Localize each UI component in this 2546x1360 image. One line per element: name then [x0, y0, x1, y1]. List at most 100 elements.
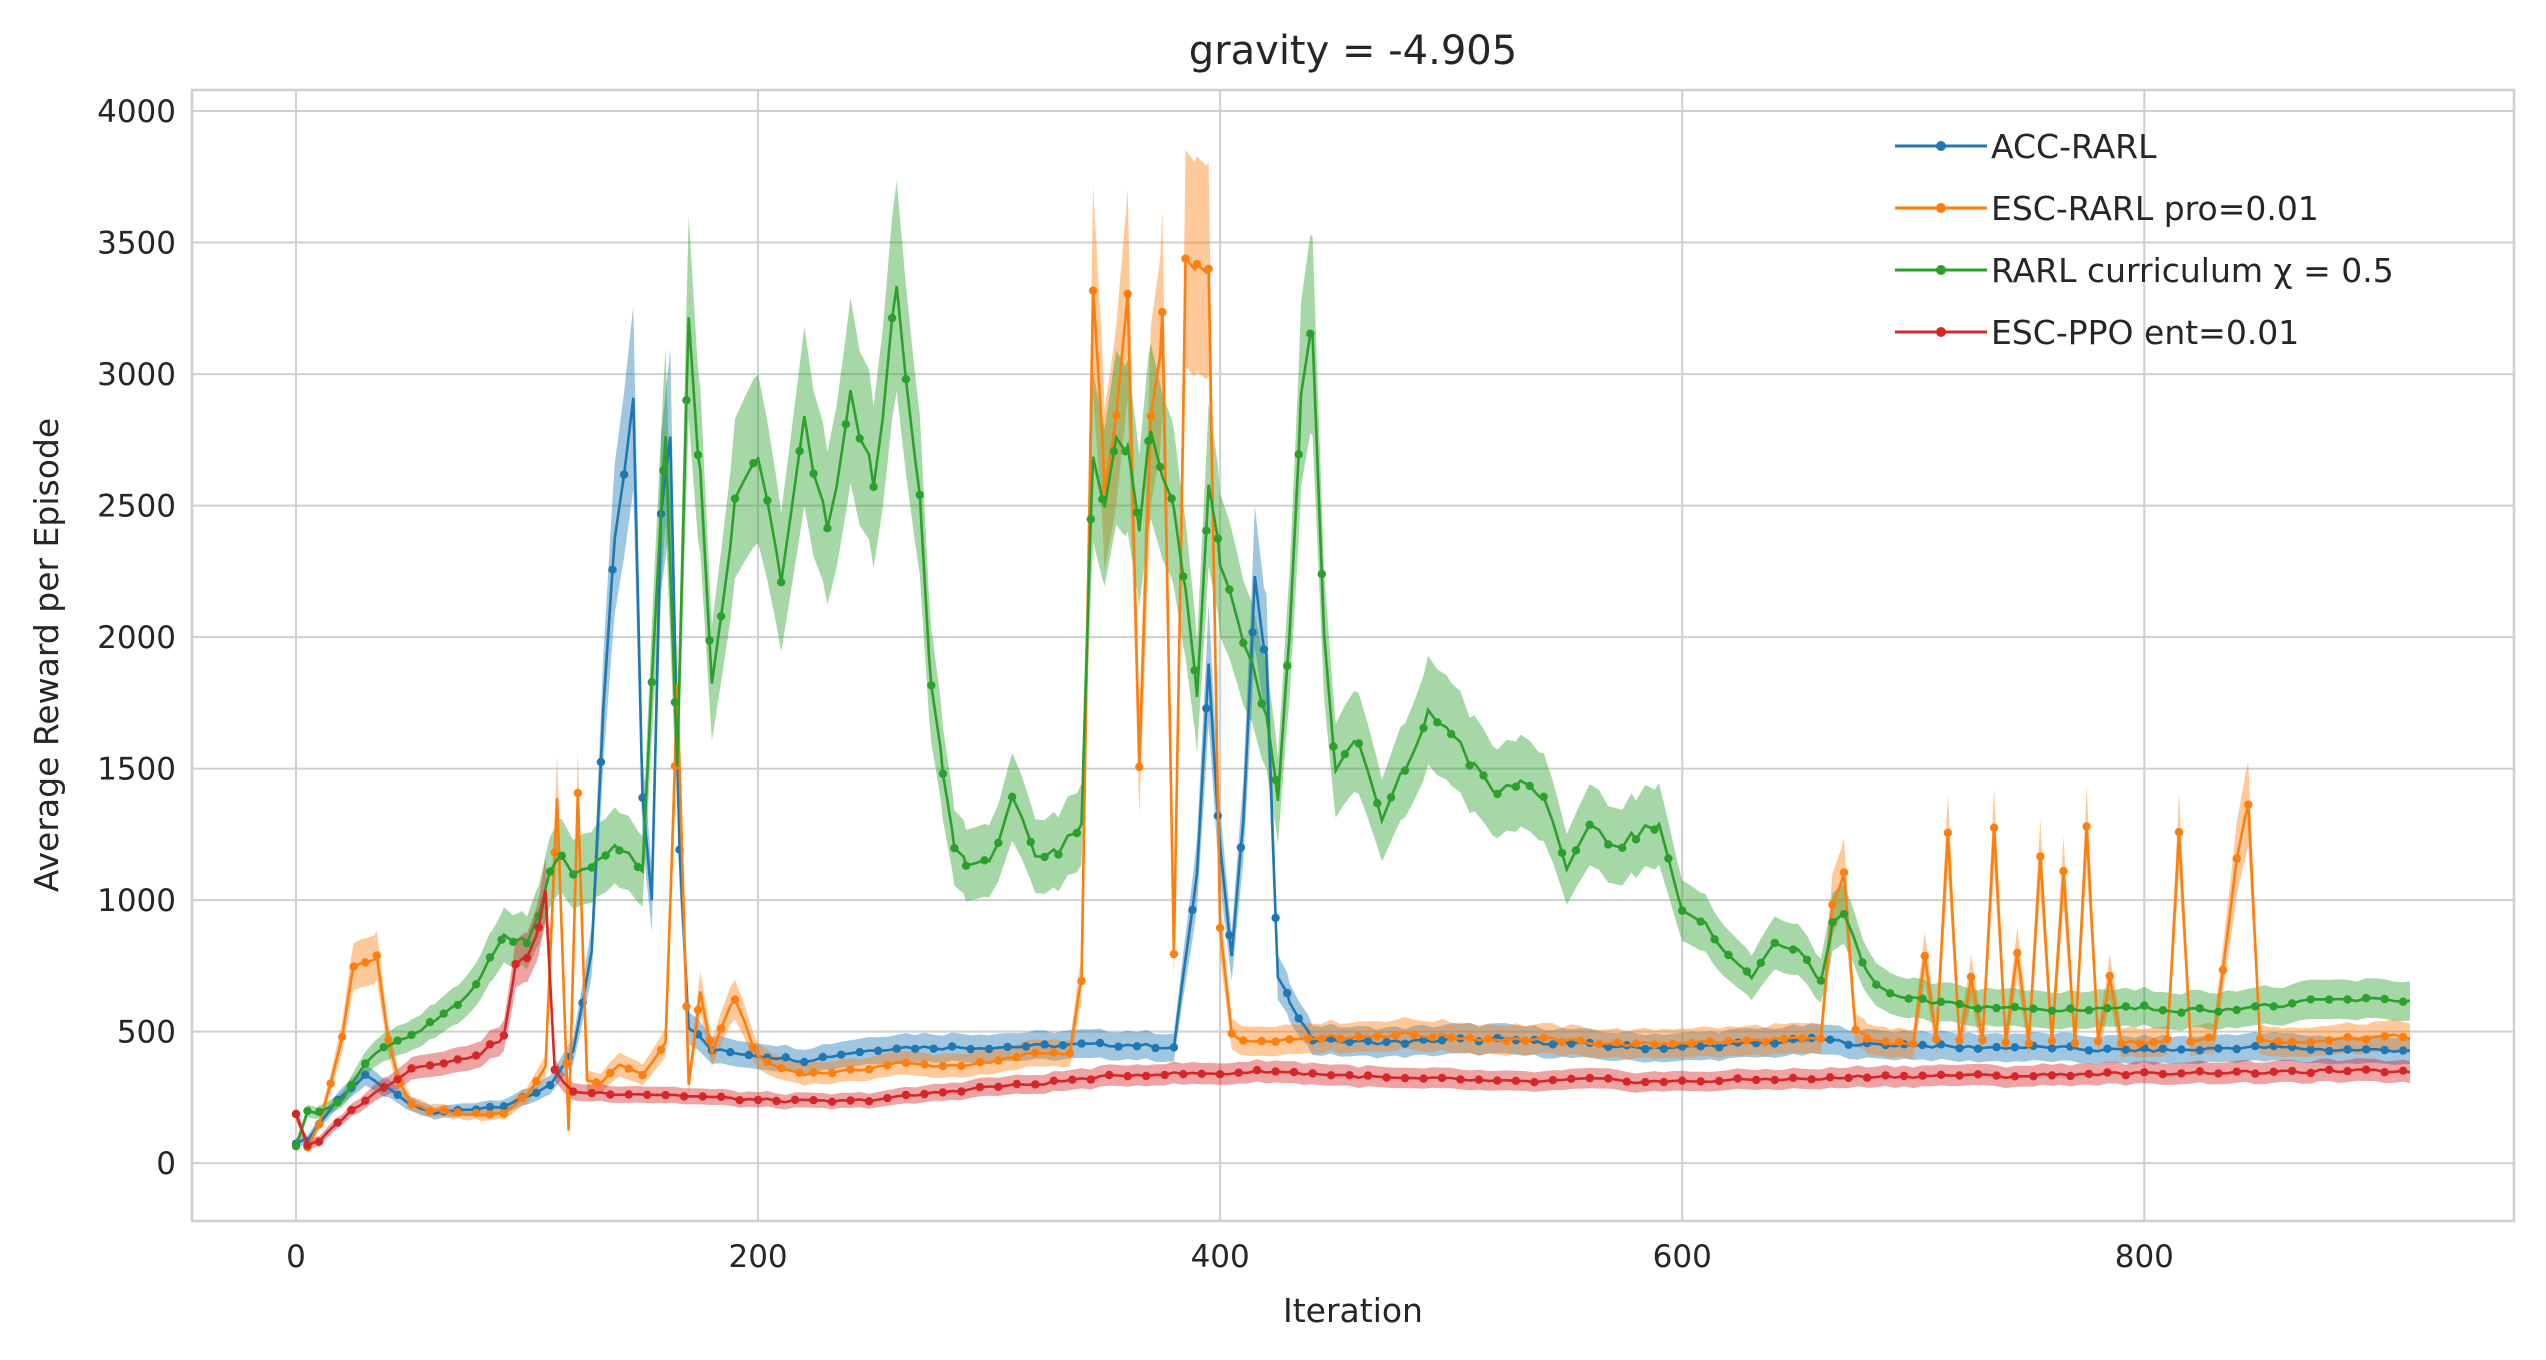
data-point: [2177, 1069, 2186, 1078]
data-point: [485, 1110, 495, 1119]
data-point: [1294, 1014, 1303, 1023]
data-point: [1225, 931, 1234, 940]
data-point: [957, 1061, 966, 1071]
legend-label: ESC-RARL pro=0.01: [1991, 189, 2319, 228]
data-point: [716, 1092, 726, 1102]
data-point: [2306, 995, 2315, 1004]
data-point: [638, 1070, 647, 1080]
data-point: [744, 1050, 753, 1060]
data-point: [1802, 955, 1812, 965]
data-point: [633, 862, 643, 872]
data-point: [2251, 1069, 2260, 1078]
data-point: [705, 636, 714, 645]
data-point: [1192, 260, 1202, 269]
data-point: [2047, 1006, 2057, 1016]
data-point: [1400, 766, 1410, 775]
data-point: [1641, 1044, 1650, 1054]
data-point: [1204, 264, 1213, 273]
data-point: [1557, 848, 1567, 858]
data-point: [1382, 1037, 1391, 1047]
data-point: [1955, 1071, 1964, 1080]
series-markers-1: [291, 254, 2408, 1152]
data-point: [1419, 723, 1428, 733]
data-point: [425, 1106, 435, 1116]
y-tick-label: 3500: [97, 226, 176, 262]
data-point: [384, 1035, 393, 1045]
data-point: [1345, 1071, 1354, 1080]
data-point: [2084, 1046, 2094, 1055]
data-point: [1904, 994, 1913, 1003]
data-point: [1613, 1038, 1622, 1047]
y-tick-label: 3000: [97, 357, 176, 393]
data-point: [1248, 628, 1257, 637]
data-point: [1567, 1074, 1576, 1084]
data-point: [1239, 638, 1248, 648]
data-point: [550, 1065, 559, 1074]
data-point: [915, 490, 924, 499]
data-point: [841, 420, 851, 429]
data-point: [1724, 1036, 1733, 1046]
data-point: [1659, 1044, 1669, 1053]
data-point: [682, 1002, 691, 1011]
data-point: [314, 1120, 324, 1129]
data-point: [1872, 980, 1881, 989]
legend-label: ESC-PPO ent=0.01: [1991, 313, 2299, 352]
data-point: [1992, 1071, 2001, 1080]
data-point: [1456, 1075, 1465, 1084]
data-point: [1190, 666, 1199, 675]
data-point: [911, 1044, 920, 1054]
data-point: [1710, 935, 1719, 944]
data-point: [485, 1040, 495, 1049]
legend-marker: [1936, 327, 1946, 337]
data-point: [2251, 1041, 2260, 1051]
data-point: [1306, 329, 1315, 338]
data-point: [2103, 1068, 2112, 1077]
data-point: [2244, 800, 2253, 809]
data-point: [1167, 494, 1176, 503]
data-point: [2214, 1007, 2223, 1016]
data-point: [1955, 1036, 1964, 1045]
data-point: [1317, 569, 1327, 579]
data-point: [511, 959, 520, 969]
data-point: [361, 1059, 370, 1068]
data-point: [1650, 825, 1659, 834]
data-point: [1410, 1030, 1419, 1040]
data-point: [439, 1009, 448, 1018]
data-point: [846, 1096, 855, 1105]
data-point: [372, 951, 381, 960]
data-point: [2174, 827, 2184, 837]
data-point: [2398, 1066, 2408, 1075]
data-point: [472, 1051, 481, 1060]
data-point: [532, 1088, 541, 1098]
data-point: [1135, 762, 1144, 772]
data-point: [1363, 1071, 1373, 1080]
data-point: [2084, 1006, 2094, 1015]
data-point: [2204, 1033, 2214, 1042]
data-point: [2047, 1071, 2057, 1080]
data-point: [647, 678, 656, 687]
data-point: [2047, 1044, 2057, 1053]
data-point: [1696, 1042, 1705, 1051]
data-point: [1530, 1078, 1539, 1087]
data-point: [1012, 1053, 1021, 1062]
series-lines: [291, 254, 2411, 1152]
data-point: [1770, 1075, 1779, 1085]
data-point: [1257, 1036, 1266, 1046]
data-point: [2066, 1004, 2075, 1013]
data-point: [2140, 1001, 2149, 1010]
data-point: [453, 1108, 462, 1117]
data-point: [2070, 1038, 2080, 1048]
data-point: [2232, 854, 2241, 863]
data-point: [333, 1098, 342, 1107]
data-point: [659, 466, 668, 475]
data-point: [2269, 1067, 2278, 1077]
data-point: [1816, 976, 1826, 985]
data-point: [1571, 846, 1581, 855]
data-point: [2195, 1067, 2204, 1076]
data-point: [1132, 1042, 1142, 1051]
data-point: [772, 1096, 781, 1106]
data-point: [393, 1036, 402, 1045]
data-point: [1862, 1073, 1872, 1082]
data-point: [735, 1096, 744, 1105]
